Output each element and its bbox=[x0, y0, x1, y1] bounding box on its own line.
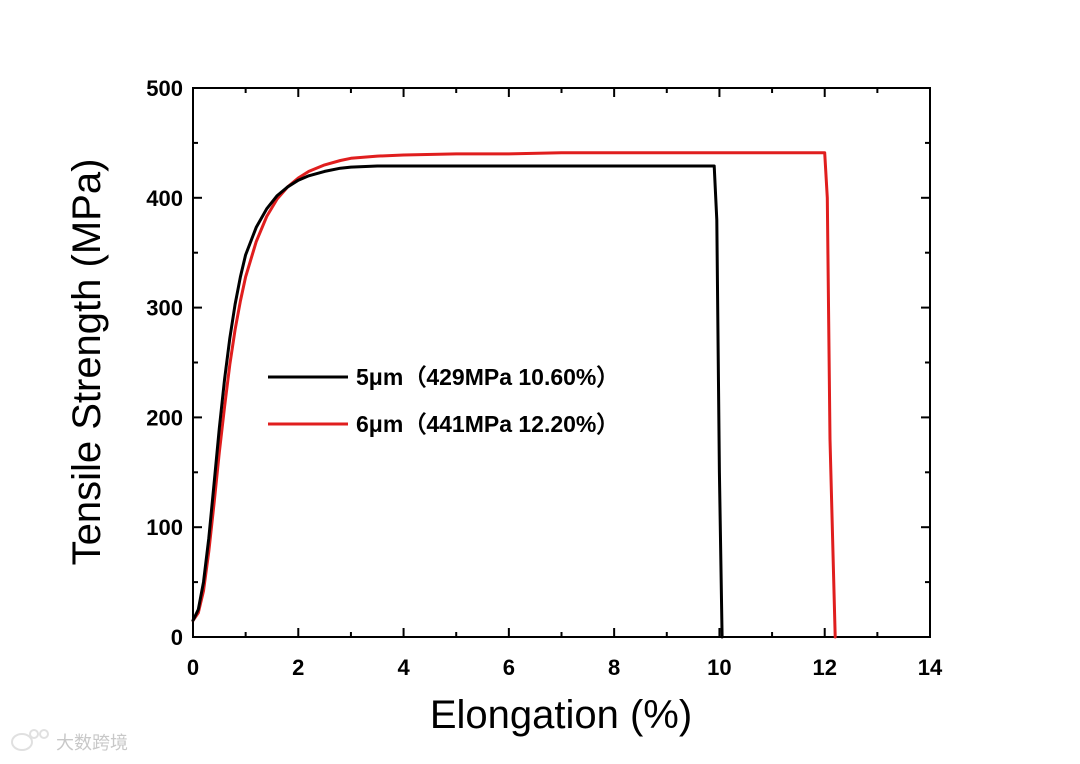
series-line-1 bbox=[191, 151, 837, 639]
y-axis-title: Tensile Strength (MPa) bbox=[65, 159, 109, 566]
x-tick-label: 8 bbox=[608, 655, 620, 680]
x-tick-label: 2 bbox=[292, 655, 304, 680]
x-tick-labels: 0 2 4 6 8 10 12 14 bbox=[187, 655, 943, 680]
series-line-0 bbox=[191, 164, 724, 639]
plot-area bbox=[192, 87, 931, 638]
watermark-text: 大数跨境 bbox=[56, 733, 128, 754]
x-tick-label: 14 bbox=[918, 655, 943, 680]
x-axis-title: Elongation (%) bbox=[430, 693, 692, 737]
series-lines bbox=[191, 151, 837, 639]
legend-label-5um: 5μm（429MPa 10.60%） bbox=[356, 364, 619, 390]
x-tick-label: 4 bbox=[397, 655, 410, 680]
y-tick-labels: 0 100 200 300 400 500 bbox=[146, 76, 183, 650]
axis-ticks bbox=[192, 87, 931, 638]
watermark: 大数跨境 bbox=[11, 729, 128, 754]
y-tick-label: 300 bbox=[146, 296, 183, 321]
x-tick-label: 0 bbox=[187, 655, 199, 680]
y-tick-label: 400 bbox=[146, 186, 183, 211]
x-tick-label: 6 bbox=[503, 655, 515, 680]
weibo-logo-icon bbox=[11, 729, 49, 751]
x-tick-label: 12 bbox=[812, 655, 836, 680]
legend: 5μm（429MPa 10.60%） 6μm（441MPa 12.20%） bbox=[268, 364, 619, 437]
y-tick-label: 200 bbox=[146, 405, 183, 430]
y-tick-label: 0 bbox=[171, 625, 183, 650]
y-tick-label: 100 bbox=[146, 515, 183, 540]
x-tick-label: 10 bbox=[707, 655, 731, 680]
y-tick-label: 500 bbox=[146, 76, 183, 101]
plot-frame bbox=[192, 87, 931, 638]
legend-label-6um: 6μm（441MPa 12.20%） bbox=[356, 411, 619, 437]
